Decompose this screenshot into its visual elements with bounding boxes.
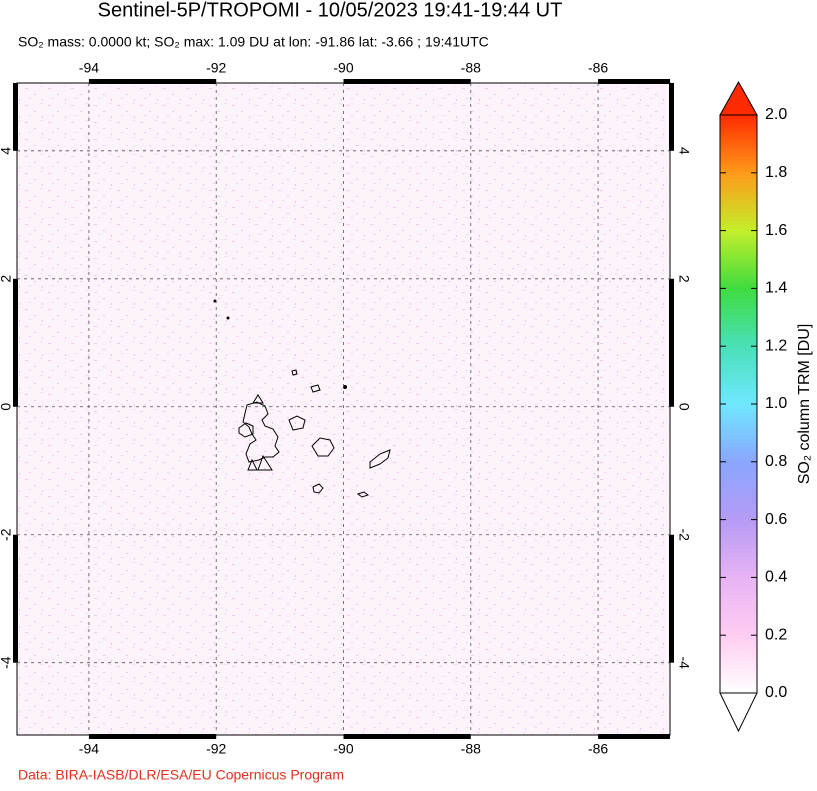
colorbar-tick-label: 1.2 (765, 337, 787, 354)
y-tick-label: -2 (0, 528, 14, 541)
y-tick-label: 2 (0, 275, 14, 283)
x-tick-label: -90 (333, 741, 353, 757)
colorbar-tick-label: 1.0 (765, 395, 787, 412)
border-band (598, 734, 670, 739)
colorbar-tick-label: 1.6 (765, 222, 787, 239)
x-tick-label: -88 (461, 60, 481, 76)
colorbar-tick-label: 0.4 (765, 569, 787, 586)
x-tick-label: -92 (206, 741, 226, 757)
x-tick-label: -92 (206, 60, 226, 76)
colorbar-tick-label: 0.2 (765, 626, 787, 643)
y-tick-label: 4 (676, 147, 692, 155)
colorbar-tick-label: 0.0 (765, 684, 787, 701)
border-band (13, 83, 18, 151)
y-tick-label: -4 (0, 656, 14, 669)
border-band (13, 534, 18, 663)
x-tick-label: -94 (79, 60, 99, 76)
border-band (598, 79, 670, 84)
colorbar-max-arrow (719, 80, 758, 116)
colorbar-tick-label: 1.8 (765, 164, 787, 181)
colorbar (719, 114, 758, 694)
x-tick-label: -86 (588, 741, 608, 757)
border-band (669, 278, 674, 407)
colorbar-tick-label: 1.4 (765, 280, 787, 297)
x-tick-label: -90 (333, 60, 353, 76)
y-tick-label: -4 (676, 656, 692, 669)
map-background (17, 83, 670, 735)
islands (213, 299, 391, 498)
colorbar-tick-label: 2.0 (765, 106, 787, 123)
border-band (669, 83, 674, 151)
colorbar-label: SO₂ column TRM [DU] (796, 324, 813, 485)
x-tick-label: -88 (461, 741, 481, 757)
colorbar-tick-label: 0.8 (765, 453, 787, 470)
x-tick-label: -86 (588, 60, 608, 76)
border-band (88, 79, 217, 84)
border-band (343, 734, 471, 739)
subtitle: SO₂ mass: 0.0000 kt; SO₂ max: 1.09 DU at… (18, 34, 489, 50)
source: Data: BIRA-IASB/DLR/ESA/EU Copernicus Pr… (18, 767, 344, 783)
y-tick-label: 4 (0, 147, 14, 155)
colorbar-min-arrow (719, 692, 758, 733)
y-tick-label: 0 (676, 403, 692, 411)
chart-title: Sentinel-5P/TROPOMI - 10/05/2023 19:41-1… (98, 0, 563, 21)
y-tick-label: 2 (676, 275, 692, 283)
border-band (13, 278, 18, 407)
border-band (669, 534, 674, 663)
y-tick-label: 0 (0, 403, 14, 411)
colorbar-tick-label: 0.6 (765, 511, 787, 528)
y-tick-label: -2 (676, 529, 692, 542)
border-band (343, 79, 471, 84)
x-tick-label: -94 (79, 741, 99, 757)
border-band (88, 734, 217, 739)
